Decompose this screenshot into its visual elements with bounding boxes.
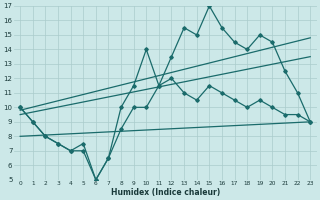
X-axis label: Humidex (Indice chaleur): Humidex (Indice chaleur) [111,188,220,197]
